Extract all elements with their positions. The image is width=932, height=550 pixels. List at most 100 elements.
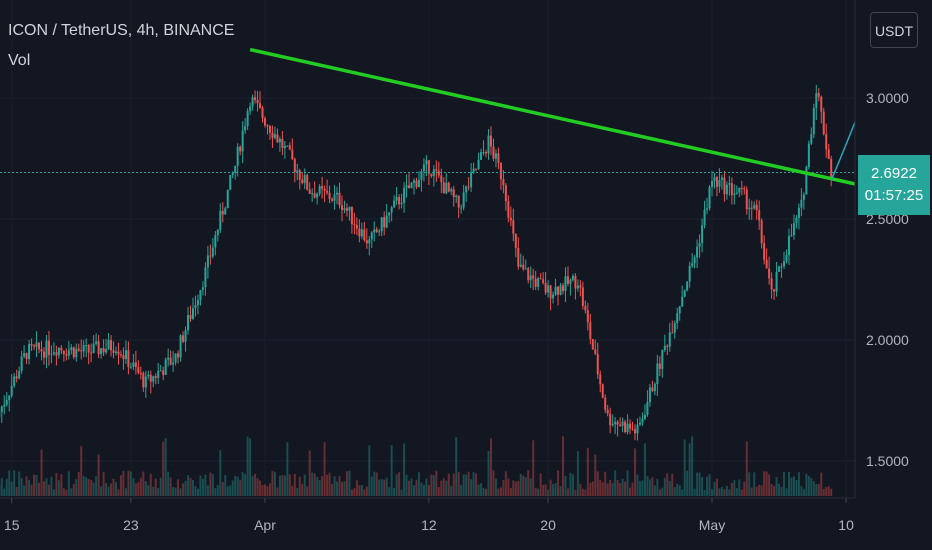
candle-body [142,372,145,388]
candle-body [701,225,704,244]
volume-bar [425,478,428,496]
candle-body [72,347,75,358]
volume-bar [812,481,815,496]
candle-body [231,172,234,176]
candle-body [795,218,798,224]
candle-body [760,220,763,244]
volume-bar [67,471,70,496]
bar-countdown: 01:57:25 [864,187,924,204]
candle-body [594,349,597,354]
volume-bar [497,488,500,496]
volume-bar [683,439,686,496]
volume-bar [363,489,366,496]
volume-bar [827,486,830,496]
candle-body [696,246,699,258]
candle-body [499,162,502,180]
candle-body [507,201,510,218]
volume-bar [127,470,130,496]
candle-body [599,374,602,385]
volume-bar [413,485,415,496]
volume-bar [333,476,336,496]
x-tick-label: 10 [838,517,854,533]
candle-body [472,168,475,173]
volume-bar [750,487,753,496]
candle-body [624,421,627,433]
volume-bar [234,475,237,496]
volume-bar [214,488,217,496]
volume-bar [648,479,651,496]
volume-bar [785,488,788,496]
candle-body [693,257,696,264]
volume-bar [239,479,242,496]
candle-body [211,247,214,257]
candle-body [557,286,560,295]
candle-body [23,353,26,357]
volume-bar [701,476,704,496]
candle-body [398,196,401,205]
y-tick-label: 2.5000 [866,211,909,227]
candle-body [437,170,440,176]
volume-bar [549,479,552,496]
candle-body [413,180,415,183]
volume-bar [370,476,373,496]
volume-bar [440,480,443,496]
volume-bar [209,472,212,496]
candle-body [38,342,41,350]
candle-body [740,187,743,189]
candle-body [810,134,813,144]
currency-button[interactable]: USDT [870,12,918,48]
candle-body [75,348,78,358]
trendline[interactable] [249,47,932,212]
candle-body [502,179,505,186]
volume-bar [149,473,152,496]
candle-body [281,138,284,149]
volume-bar [393,487,396,496]
candle-body [3,404,6,407]
candle-body [698,243,701,247]
volume-bar [740,489,743,496]
candle-body [149,374,152,382]
volume-bar [373,471,376,496]
volume-bar [3,488,6,496]
volume-bar [410,478,413,496]
volume-bar [38,482,41,496]
volume-bar [773,486,776,496]
candle-body [350,206,353,225]
volume-bar [532,440,535,496]
candle-body [184,330,187,342]
candle-body [427,160,430,174]
volume-bar [385,477,388,496]
candle-body [380,217,383,232]
candle-body [773,289,776,292]
volume-bar [435,470,438,496]
volume-bar [792,476,795,496]
candle-body [273,134,276,138]
candle-body [360,229,363,237]
volume-bar [616,480,619,496]
volume-bar [817,484,820,496]
volume-bar [519,473,522,496]
candle-body [405,185,408,188]
candle-body [544,283,547,293]
candle-body [641,418,644,423]
volume-bar [547,489,550,496]
volume-bar [504,471,507,496]
candle-body [144,376,147,388]
volume-bar [706,476,709,496]
candle-body [574,275,577,289]
volume-bar [281,474,284,496]
candle-body [65,354,68,356]
volume-bar [723,488,726,496]
candle-body [236,146,239,166]
candle-body [758,210,761,221]
candle-body [0,406,3,413]
candle-body [485,152,488,154]
volume-bar [646,476,649,496]
volume-bar [696,472,699,496]
candle-body [162,370,165,376]
candle-body [805,167,808,195]
volume-bar [711,489,713,496]
volume-bar [609,479,612,496]
